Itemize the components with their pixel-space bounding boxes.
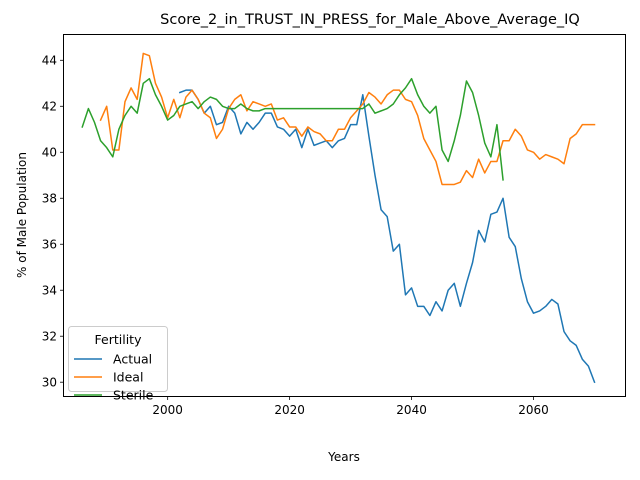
chart-title: Score_2_in_TRUST_IN_PRESS_for_Male_Above…	[160, 12, 580, 28]
legend-label-actual: Actual	[113, 352, 152, 367]
y-tick-label: 30	[42, 376, 57, 390]
x-tick-label: 2040	[396, 403, 427, 417]
y-tick-label: 44	[42, 54, 57, 68]
x-axis-label: Years	[327, 450, 360, 464]
series-line-sterile	[81, 77, 504, 181]
plot-frame	[63, 34, 626, 397]
y-tick-label: 36	[42, 238, 57, 252]
x-tick-label: 2000	[152, 403, 183, 417]
x-tick-label: 2060	[518, 403, 549, 417]
y-axis-label: % of Male Population	[15, 152, 29, 278]
y-tick-label: 32	[42, 330, 57, 344]
x-tick-label: 2020	[274, 403, 305, 417]
series-line-ideal	[99, 52, 596, 186]
legend-label-sterile: Sterile	[113, 388, 154, 403]
y-tick-label: 38	[42, 192, 57, 206]
x-axis-ticks: 2000 2020 2040 2060	[152, 396, 549, 417]
y-tick-label: 40	[42, 146, 57, 160]
series-line-actual	[178, 89, 596, 384]
plot-series	[81, 52, 596, 384]
y-axis-ticks: 30 32 34 36 38 40 42 44	[42, 54, 64, 390]
y-tick-label: 42	[42, 100, 57, 114]
y-tick-label: 34	[42, 284, 57, 298]
legend-label-ideal: Ideal	[113, 370, 143, 385]
legend-box	[68, 326, 168, 392]
legend-title: Fertility	[95, 332, 143, 347]
legend: Fertility Actual Ideal Sterile	[68, 326, 168, 403]
